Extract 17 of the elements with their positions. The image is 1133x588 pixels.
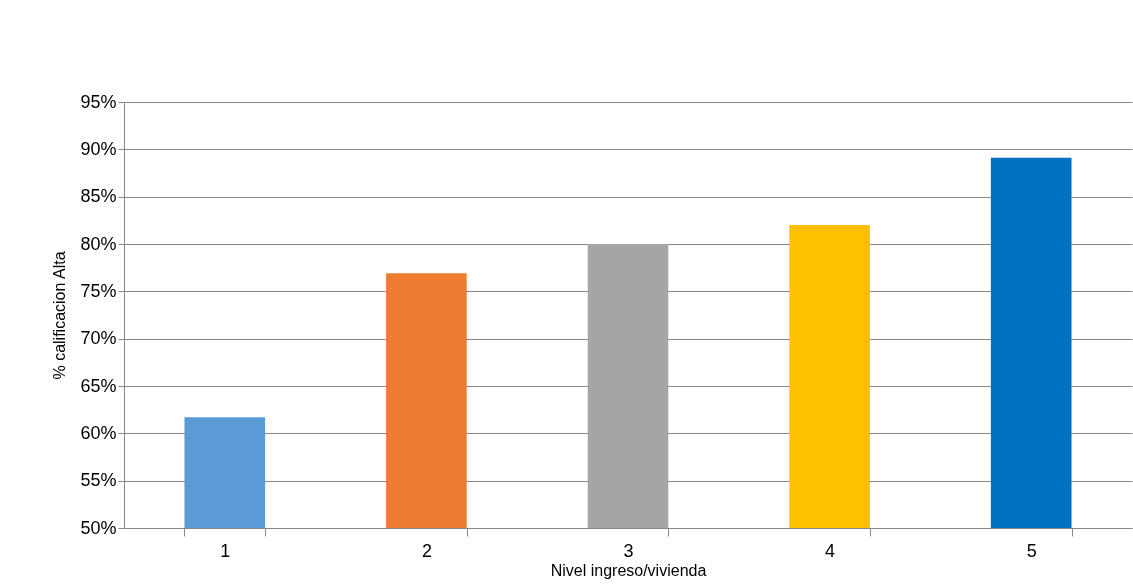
y-tick-label: 75% (80, 280, 117, 301)
x-tick-label: 3 (623, 540, 634, 561)
y-tick-label: 55% (80, 470, 117, 491)
x-tick-label: 4 (825, 540, 836, 561)
x-tick-label: 5 (1026, 540, 1037, 561)
y-tick-label: 60% (80, 422, 117, 443)
x-tick-label: 2 (421, 540, 432, 561)
x-axis-title: Nivel ingreso/vivienda (550, 561, 707, 579)
x-tick-label: 1 (220, 540, 231, 561)
y-tick-label: 85% (80, 186, 117, 207)
y-tick-label: 70% (80, 328, 117, 349)
y-tick-label: 95% (80, 91, 117, 112)
y-tick-label: 90% (80, 138, 117, 159)
y-tick-label: 80% (80, 233, 117, 254)
y-tick-label: 50% (80, 517, 117, 538)
y-tick-label: 65% (80, 375, 117, 396)
y-axis-title: % calificacion Alta (51, 251, 69, 380)
